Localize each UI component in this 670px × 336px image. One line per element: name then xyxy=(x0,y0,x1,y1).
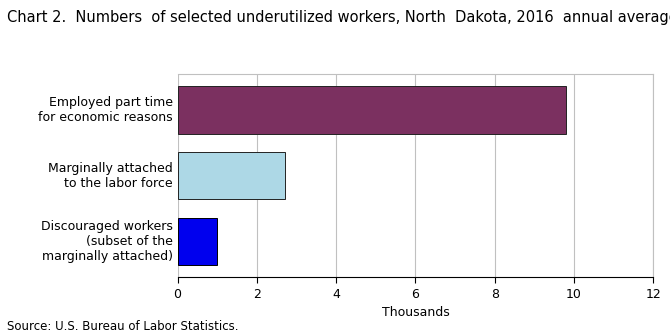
Text: Source: U.S. Bureau of Labor Statistics.: Source: U.S. Bureau of Labor Statistics. xyxy=(7,320,239,333)
X-axis label: Thousands: Thousands xyxy=(381,306,450,319)
Text: Chart 2.  Numbers  of selected underutilized workers, North  Dakota, 2016  annua: Chart 2. Numbers of selected underutiliz… xyxy=(7,10,670,25)
Bar xyxy=(178,217,217,265)
Bar xyxy=(178,86,566,134)
Bar xyxy=(178,152,285,199)
